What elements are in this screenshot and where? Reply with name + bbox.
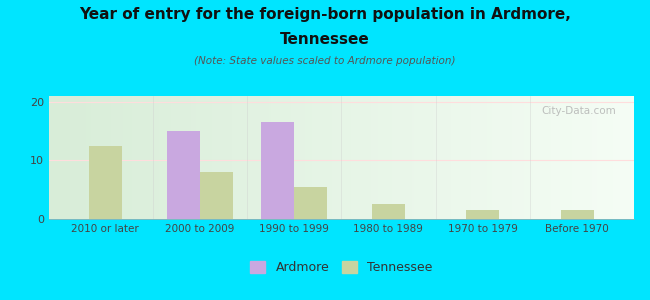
Bar [200, 172, 233, 219]
Text: Tennessee: Tennessee [280, 32, 370, 46]
Text: City-Data.com: City-Data.com [541, 106, 616, 116]
Bar [561, 210, 593, 219]
Legend: Ardmore, Tennessee: Ardmore, Tennessee [250, 261, 432, 274]
Text: (Note: State values scaled to Ardmore population): (Note: State values scaled to Ardmore po… [194, 56, 456, 65]
Bar [466, 210, 499, 219]
Bar [261, 122, 294, 219]
Bar [372, 204, 405, 219]
Bar [166, 131, 200, 219]
Bar [294, 187, 327, 219]
Text: Year of entry for the foreign-born population in Ardmore,: Year of entry for the foreign-born popul… [79, 8, 571, 22]
Bar [89, 146, 122, 219]
